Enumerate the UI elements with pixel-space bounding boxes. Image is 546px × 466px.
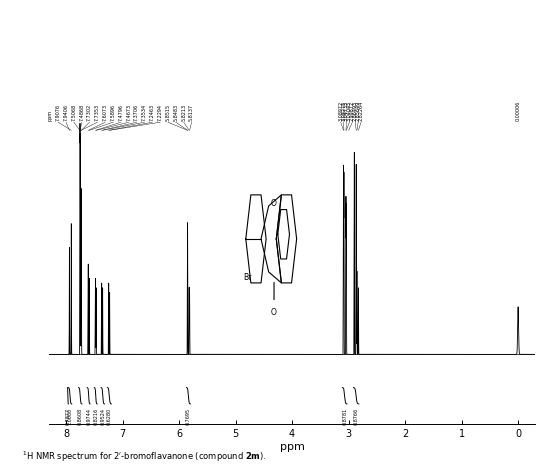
Text: 0.8766: 0.8766 <box>354 408 359 425</box>
Text: 3.08972: 3.08972 <box>338 101 343 121</box>
Text: 0.6280: 0.6280 <box>107 408 112 425</box>
Text: O: O <box>271 308 277 317</box>
Text: 7.9406: 7.9406 <box>63 104 68 121</box>
Text: 2.82264: 2.82264 <box>359 101 364 121</box>
Text: 7.9076: 7.9076 <box>56 104 61 121</box>
Text: 5.8137: 5.8137 <box>189 104 194 121</box>
Text: 2.99872: 2.99872 <box>350 101 355 121</box>
Text: 7.5896: 7.5896 <box>110 104 116 121</box>
Text: 0.9744: 0.9744 <box>86 408 91 425</box>
Text: 3.04045: 3.04045 <box>347 101 352 121</box>
Text: 7.2294: 7.2294 <box>158 104 163 121</box>
Text: Br: Br <box>244 273 252 281</box>
Text: 7.3706: 7.3706 <box>134 104 139 121</box>
Text: 5.8213: 5.8213 <box>181 104 186 121</box>
Text: 0.7695: 0.7695 <box>186 408 191 425</box>
Text: 3.04735: 3.04735 <box>344 101 349 121</box>
Text: 7.6073: 7.6073 <box>103 104 108 121</box>
Text: 7.3534: 7.3534 <box>142 104 147 121</box>
Text: 3.08275: 3.08275 <box>341 101 346 121</box>
Text: 7.7302: 7.7302 <box>87 104 92 121</box>
Text: 7.7353: 7.7353 <box>95 104 100 121</box>
Text: 7.4868: 7.4868 <box>79 104 84 121</box>
Text: 7.5068: 7.5068 <box>72 104 76 121</box>
Text: 7.4673: 7.4673 <box>126 104 131 121</box>
Text: ppm: ppm <box>48 110 53 121</box>
Text: 0.9524: 0.9524 <box>100 408 105 425</box>
Text: 0.8608: 0.8608 <box>78 408 82 425</box>
Text: 0.00006: 0.00006 <box>515 101 521 121</box>
Text: 7.4796: 7.4796 <box>118 104 123 121</box>
Text: 0.8216: 0.8216 <box>93 408 98 425</box>
Text: 7.2463: 7.2463 <box>150 104 155 121</box>
Text: 5.8483: 5.8483 <box>173 104 179 121</box>
Text: $^{1}$H NMR spectrum for 2$'$-bromoflavanone (compound $\mathbf{2m}$).: $^{1}$H NMR spectrum for 2$'$-bromoflava… <box>22 449 266 464</box>
X-axis label: ppm: ppm <box>280 442 305 452</box>
Text: 2.85649: 2.85649 <box>355 101 361 121</box>
Text: 1.0000: 1.0000 <box>68 408 73 425</box>
Text: O: O <box>271 199 277 208</box>
Text: 2.86493: 2.86493 <box>353 101 358 121</box>
Text: 0.7877: 0.7877 <box>66 408 70 425</box>
Text: 5.8515: 5.8515 <box>165 104 170 121</box>
Text: 0.8781: 0.8781 <box>342 408 347 425</box>
